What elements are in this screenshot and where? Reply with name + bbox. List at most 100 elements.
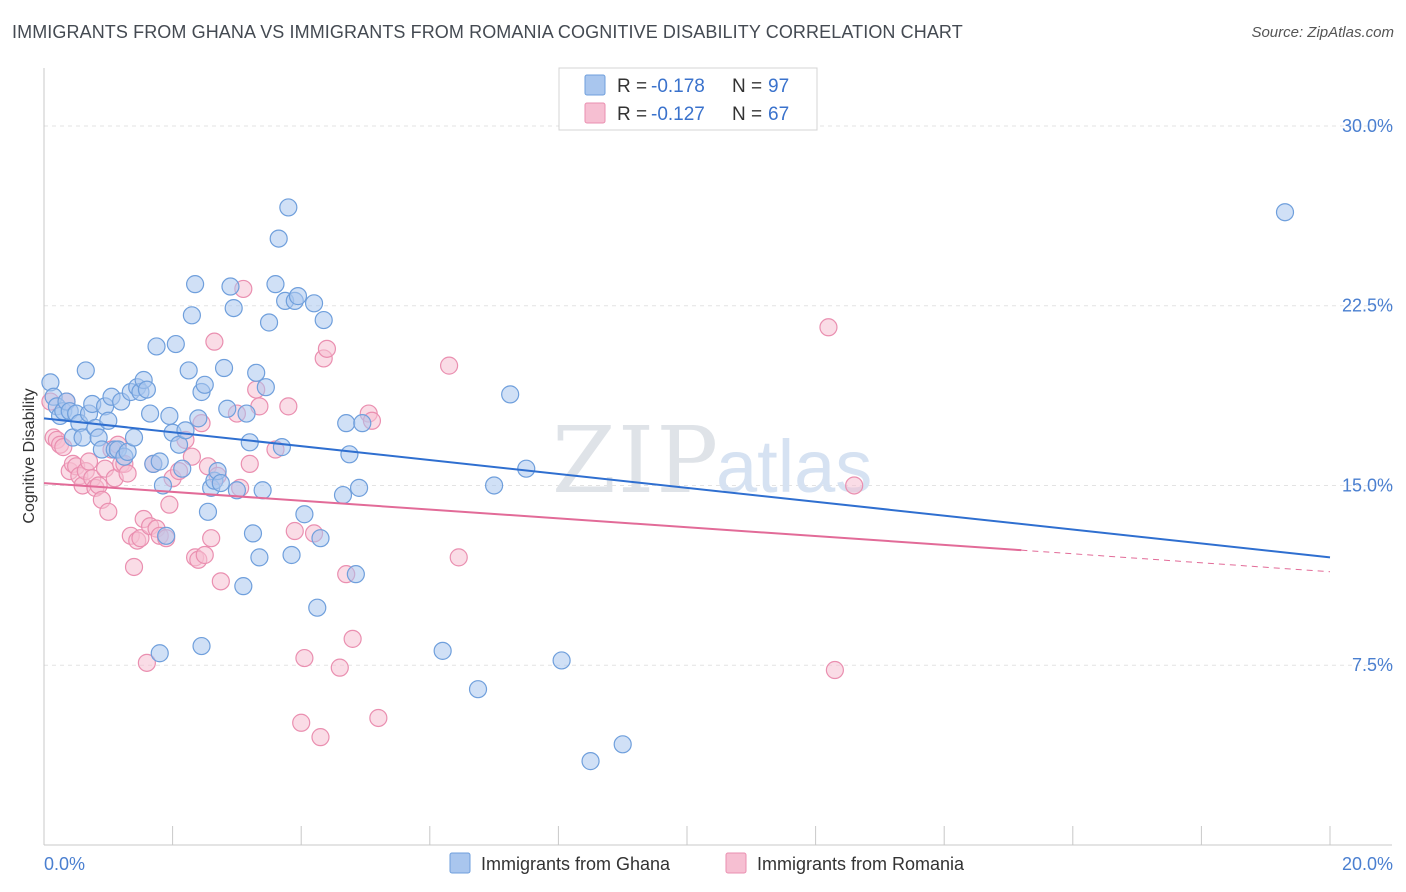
ghana-trend-line <box>43 417 1331 559</box>
romania-point-65 <box>330 658 349 677</box>
ghana-point-37 <box>160 406 179 426</box>
romania-point-73 <box>819 318 838 337</box>
ghana-point-42 <box>176 421 195 440</box>
ghana-point-96 <box>613 735 632 754</box>
series-legend: Immigrants from Ghana Immigrants from Ro… <box>449 852 965 874</box>
trend-lines <box>43 417 1331 573</box>
legend-ghana-n-value: 97 <box>768 76 789 97</box>
romania-point-67 <box>343 629 362 648</box>
ghana-point-41 <box>173 459 192 478</box>
ghana-point-97 <box>1275 203 1295 222</box>
ghana-point-30 <box>137 380 156 399</box>
ghana-point-77 <box>304 294 324 313</box>
ghana-point-62 <box>243 524 263 543</box>
ghana-point-67 <box>259 313 279 332</box>
ghana-point-72 <box>279 198 298 217</box>
legend-ghana-r-value: -0.178 <box>651 76 705 97</box>
ghana-point-55 <box>218 399 237 418</box>
romania-points <box>41 279 864 747</box>
romania-point-26 <box>124 557 144 577</box>
y-tick-labels: 7.5% 15.0% 22.5% 30.0% <box>1342 116 1393 675</box>
ghana-point-94 <box>552 651 571 670</box>
romania-point-64 <box>317 339 337 358</box>
romania-point-71 <box>439 356 459 375</box>
legend-romania-r-value: -0.127 <box>651 104 705 125</box>
ghana-point-69 <box>269 229 288 248</box>
legend-ghana-n-label: N = <box>732 76 762 97</box>
legend-swatch-romania <box>584 102 606 124</box>
ghana-point-86 <box>353 414 372 433</box>
y-tick-label-3: 30.0% <box>1342 116 1393 136</box>
y-tick-label-1: 15.0% <box>1342 475 1393 495</box>
romania-point-58 <box>285 521 304 541</box>
ghana-point-57 <box>224 299 243 318</box>
romania-point-12 <box>79 452 99 471</box>
axes <box>43 68 1392 846</box>
x-tick-label-1: 20.0% <box>1342 854 1393 874</box>
chart-title: IMMIGRANTS FROM GHANA VS IMMIGRANTS FROM… <box>12 22 963 42</box>
ghana-point-54 <box>214 358 234 378</box>
ghana-point-89 <box>433 641 452 660</box>
romania-point-36 <box>160 495 179 514</box>
ghana-point-11 <box>76 361 95 380</box>
romania-point-62 <box>311 728 330 747</box>
romania-point-30 <box>137 653 156 672</box>
ghana-point-95 <box>581 752 600 771</box>
series-legend-ghana: Immigrants from Ghana <box>481 854 671 874</box>
ghana-point-92 <box>501 385 520 404</box>
romania-trend-line-extension <box>1021 549 1331 573</box>
romania-point-74 <box>825 660 844 680</box>
ghana-point-58 <box>227 481 246 500</box>
ghana-point-81 <box>333 485 353 505</box>
romania-point-18 <box>99 502 118 521</box>
legend-romania-r-label: R = <box>617 104 647 125</box>
watermark-atlas: atlas <box>716 425 872 508</box>
legend-romania-n-label: N = <box>732 104 762 125</box>
ghana-point-36 <box>157 526 176 545</box>
ghana-point-66 <box>256 378 275 397</box>
ghana-point-75 <box>288 287 308 306</box>
romania-point-57 <box>279 397 298 416</box>
ghana-point-73 <box>282 545 301 565</box>
ghana-point-26 <box>124 428 144 447</box>
legend-romania-n-value: 67 <box>768 104 789 125</box>
ghana-point-64 <box>250 548 269 567</box>
romania-point-28 <box>131 529 150 548</box>
ghana-point-39 <box>166 334 185 354</box>
y-tick-label-2: 22.5% <box>1342 296 1393 316</box>
romania-point-75 <box>845 476 864 495</box>
romania-point-40 <box>182 447 201 466</box>
ghana-point-90 <box>468 680 488 699</box>
ghana-point-65 <box>253 481 272 500</box>
romania-point-24 <box>118 464 137 483</box>
romania-point-59 <box>292 713 311 732</box>
ghana-point-80 <box>314 310 333 330</box>
ghana-point-45 <box>186 275 205 294</box>
ghana-point-59 <box>234 577 253 596</box>
romania-point-47 <box>205 332 224 351</box>
legend-swatch-ghana <box>584 74 606 96</box>
romania-point-70 <box>369 708 388 728</box>
watermark: ZIP atlas <box>552 407 872 514</box>
series-legend-swatch-romania <box>725 852 747 874</box>
ghana-point-76 <box>295 505 314 524</box>
romania-point-72 <box>449 548 468 567</box>
ghana-point-44 <box>182 306 201 325</box>
ghana-point-61 <box>240 433 259 452</box>
romania-point-53 <box>240 454 259 473</box>
ghana-point-88 <box>192 636 211 656</box>
x-tick-labels: 0.0% 20.0% <box>44 854 1393 874</box>
ghana-point-83 <box>340 445 359 464</box>
ghana-point-49 <box>198 502 218 521</box>
watermark-zip: ZIP <box>552 407 720 514</box>
ghana-point-93 <box>517 459 536 478</box>
correlation-legend: R = -0.178 N = 97 R = -0.127 N = 67 <box>558 67 818 131</box>
ghana-point-34 <box>150 452 169 471</box>
series-legend-swatch-ghana <box>449 852 471 874</box>
ghana-point-48 <box>195 375 214 394</box>
ghana-point-91 <box>485 476 504 495</box>
ghana-points <box>41 198 1295 771</box>
series-legend-romania: Immigrants from Romania <box>757 854 965 874</box>
ghana-point-56 <box>221 277 240 296</box>
